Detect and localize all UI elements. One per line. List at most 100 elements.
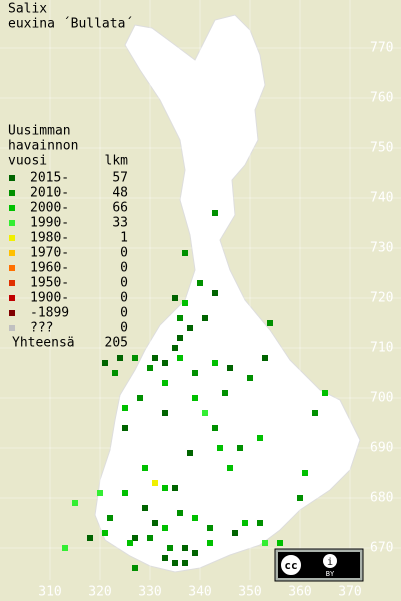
observation-square [182,300,188,306]
observation-square [297,495,303,501]
observation-square [107,515,113,521]
observation-square [177,510,183,516]
y-tick-label: 680 [370,491,393,506]
legend-header: havainnon [8,139,78,154]
observation-square [202,315,208,321]
legend-label: 1970- [30,246,69,261]
legend-label: 1950- [30,276,69,291]
y-tick-label: 700 [370,391,393,406]
y-tick-label: 750 [370,141,393,156]
observation-square [212,360,218,366]
legend: 2015- 57 2010- 48 2000- 66 1990- 33 1980- 1 1970- 0… [9,171,128,351]
legend-count: 0 [120,276,128,291]
observation-square [127,540,133,546]
observation-square [262,355,268,361]
observation-square [122,425,128,431]
license-badge: cc i BY [274,548,364,582]
observation-square [322,390,328,396]
legend-label: 1990- [30,216,69,231]
svg-text:i: i [327,557,333,568]
title-line: euxina ´Bullata´ [8,17,133,32]
observation-square [162,380,168,386]
license-label: BY [326,570,335,578]
y-tick-label: 730 [370,241,393,256]
observation-square [262,540,268,546]
observation-square [172,345,178,351]
observation-square [192,370,198,376]
legend-swatch [9,325,15,331]
observation-square [187,450,193,456]
observation-square [177,315,183,321]
observation-square [232,530,238,536]
legend-count: 0 [120,306,128,321]
observation-square [177,335,183,341]
observation-square [192,395,198,401]
observation-square [192,515,198,521]
observation-square [102,530,108,536]
legend-label: 2015- [30,171,69,186]
legend-swatch [9,205,15,211]
legend-label: 2010- [30,186,69,201]
legend-header: Uusimman [8,124,71,139]
x-tick-label: 320 [88,585,111,600]
x-tick-label: 370 [338,585,361,600]
observation-square [222,390,228,396]
legend-count-header: lkm [105,154,129,169]
observation-square [212,425,218,431]
legend-swatch [9,175,15,181]
y-tick-label: 670 [370,541,393,556]
observation-square [197,280,203,286]
legend-swatch [9,280,15,286]
observation-square [72,500,78,506]
legend-swatch [9,295,15,301]
observation-square [182,250,188,256]
observation-square [102,360,108,366]
observation-square [182,545,188,551]
legend-swatch [9,265,15,271]
legend-label: ??? [30,321,53,336]
y-tick-label: 720 [370,291,393,306]
observation-square [117,355,123,361]
observation-square [147,535,153,541]
legend-count: 0 [120,261,128,276]
observation-square [112,370,118,376]
observation-square [122,405,128,411]
observation-square [172,485,178,491]
legend-swatch [9,190,15,196]
observation-square [257,520,263,526]
legend-header: vuosi [8,154,47,169]
observation-square [132,355,138,361]
legend-label: 2000- [30,201,69,216]
observation-square [167,545,173,551]
legend-label: 1900- [30,291,69,306]
observation-square [277,540,283,546]
observation-square [227,365,233,371]
y-tick-label: 690 [370,441,393,456]
legend-count: 33 [112,216,128,231]
observation-square [162,410,168,416]
x-tick-label: 310 [38,585,61,600]
observation-square [97,490,103,496]
legend-count: 0 [120,291,128,306]
legend-swatch [9,250,15,256]
observation-square [137,395,143,401]
observation-square [162,360,168,366]
y-tick-label: 740 [370,191,393,206]
observation-square [302,470,308,476]
y-tick-label: 710 [370,341,393,356]
observation-square [227,465,233,471]
legend-count: 0 [120,246,128,261]
observation-square [242,520,248,526]
legend-count: 66 [112,201,128,216]
observation-square [142,465,148,471]
observations [62,210,328,571]
grid [0,0,401,580]
observation-square [247,375,253,381]
observation-square [162,485,168,491]
observation-square [162,525,168,531]
x-tick-label: 350 [238,585,261,600]
x-tick-label: 330 [138,585,161,600]
legend-swatch [9,220,15,226]
observation-square [132,535,138,541]
observation-square [267,320,273,326]
